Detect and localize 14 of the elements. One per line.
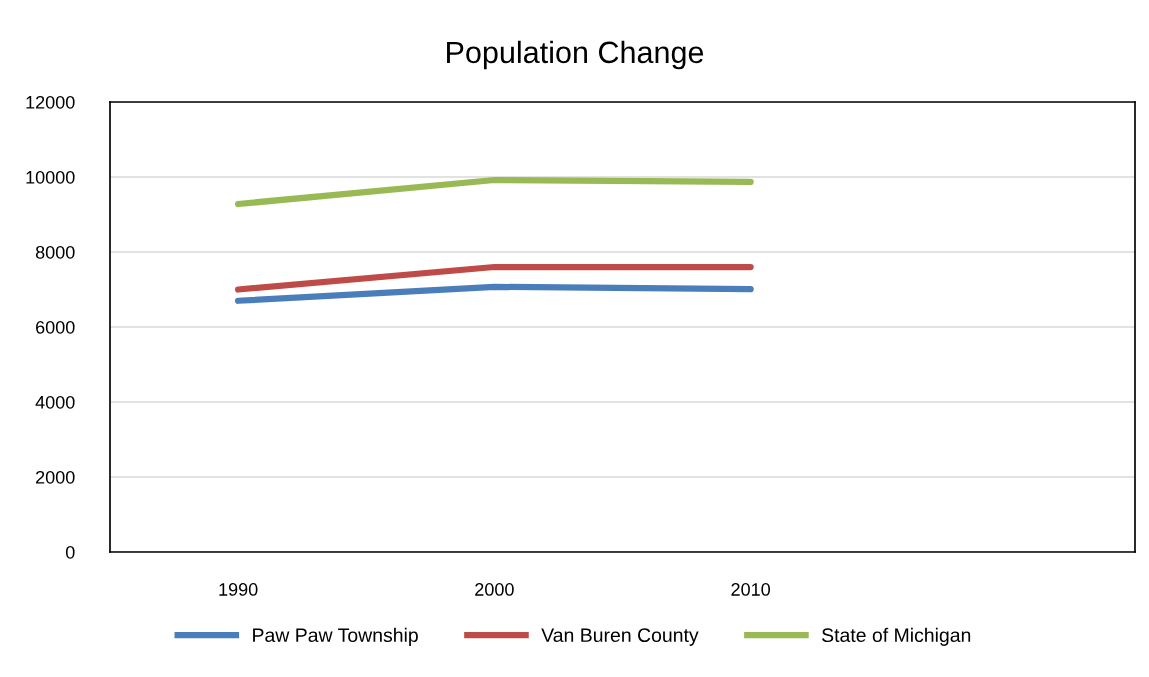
legend-label: Van Buren County — [541, 628, 699, 646]
y-tick-label: 0 — [65, 545, 75, 559]
chart-title: Population Change — [447, 40, 704, 70]
x-tick-label: 2000 — [475, 583, 514, 596]
legend-label: State of Michigan — [822, 627, 971, 646]
x-tick-label: 2010 — [731, 583, 770, 596]
legend-label: Paw Paw Township — [253, 627, 418, 646]
y-tick-label: 8000 — [35, 245, 75, 259]
y-tick-label: 2000 — [36, 470, 75, 484]
y-tick-label: 10000 — [26, 170, 75, 184]
y-tick-label: 4000 — [35, 395, 75, 409]
y-tick-label: 12000 — [26, 95, 75, 109]
y-tick-label: 6000 — [36, 320, 75, 334]
x-tick-label: 1990 — [219, 583, 258, 596]
